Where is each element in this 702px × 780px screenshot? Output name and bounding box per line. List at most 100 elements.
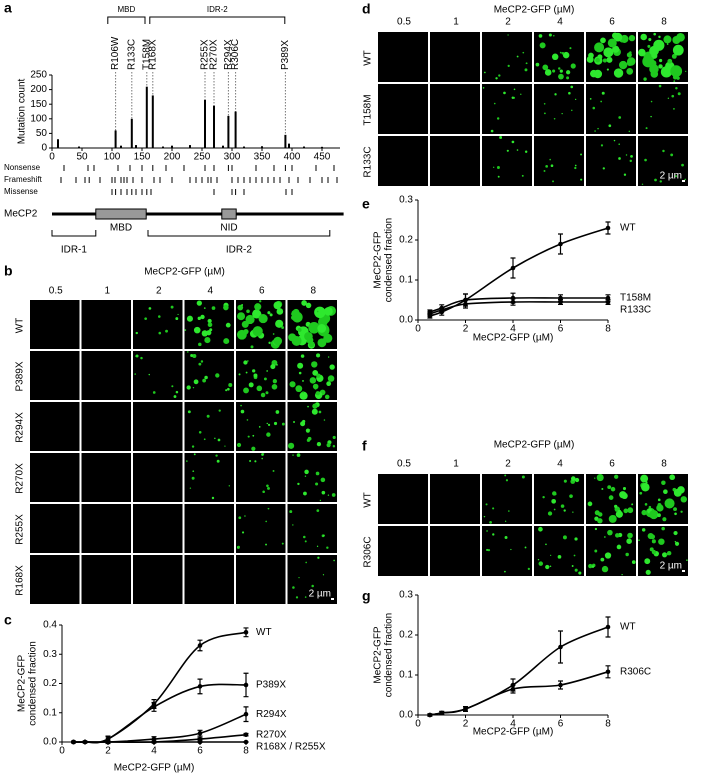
micrograph-cell	[236, 453, 286, 502]
droplets	[543, 85, 577, 120]
droplet	[629, 159, 633, 163]
droplet	[321, 490, 326, 495]
droplet	[206, 414, 210, 418]
droplet	[256, 385, 263, 392]
track-label: Missense	[4, 187, 38, 196]
data-point	[197, 684, 203, 689]
droplet	[218, 409, 221, 412]
series-label: WT	[256, 627, 272, 638]
droplet	[631, 503, 634, 506]
droplet	[638, 539, 640, 542]
droplet	[327, 494, 330, 496]
droplet	[666, 43, 669, 45]
column-label: 2	[156, 286, 162, 297]
droplet	[267, 311, 271, 315]
droplet	[680, 510, 683, 513]
bar	[189, 145, 191, 148]
y-tick-label: 0.2	[43, 678, 57, 689]
droplet	[675, 86, 678, 90]
droplet	[281, 422, 285, 426]
droplet	[524, 546, 527, 549]
y-tick-label: 0.4	[43, 620, 57, 631]
data-point	[71, 739, 76, 745]
droplet	[570, 63, 576, 69]
droplet	[315, 482, 319, 486]
droplet	[615, 533, 620, 538]
droplet	[216, 459, 220, 463]
x-tick-label: 0	[49, 152, 55, 163]
x-tick-label: 250	[194, 152, 211, 163]
droplet	[227, 387, 230, 391]
droplet	[331, 493, 336, 497]
micrograph-cell	[133, 453, 183, 502]
column-label: 8	[310, 286, 316, 297]
column-label: 0.5	[397, 17, 411, 28]
droplet	[193, 379, 199, 385]
droplet	[648, 37, 652, 42]
y-tick-label: 150	[30, 99, 47, 110]
droplet	[158, 331, 162, 335]
micrograph-cell	[534, 84, 584, 134]
droplet	[493, 166, 495, 168]
droplet	[134, 373, 136, 375]
x-axis-label: MeCP2-GFP (µM)	[473, 727, 554, 738]
droplets	[186, 351, 233, 392]
droplet	[175, 390, 179, 394]
droplet	[663, 489, 668, 495]
droplet	[522, 51, 525, 54]
fit-curve	[429, 301, 608, 315]
droplet	[672, 44, 684, 56]
mutation-label: T158M	[141, 39, 152, 70]
droplet	[482, 87, 485, 89]
droplets	[641, 149, 687, 185]
droplet	[614, 474, 619, 479]
bar	[288, 143, 290, 148]
droplet	[327, 356, 330, 358]
column-label: 6	[609, 459, 615, 470]
droplet	[550, 164, 554, 168]
droplet	[647, 44, 651, 48]
micrograph-cell	[184, 504, 234, 553]
droplet	[600, 100, 603, 103]
droplet	[560, 504, 565, 508]
droplet	[591, 565, 595, 568]
droplets	[486, 530, 531, 573]
bar	[303, 146, 305, 148]
droplet	[563, 479, 567, 483]
droplet	[191, 445, 195, 448]
droplet	[252, 309, 262, 319]
droplet	[238, 516, 242, 520]
droplet	[247, 360, 249, 362]
droplet	[327, 375, 335, 382]
droplet	[641, 528, 646, 532]
droplet	[623, 508, 629, 514]
droplet	[612, 32, 619, 39]
droplet	[561, 51, 565, 55]
droplet	[193, 326, 201, 334]
droplet	[304, 475, 307, 477]
droplet	[504, 474, 507, 477]
bar	[78, 146, 80, 148]
droplet	[270, 364, 276, 370]
droplet	[211, 306, 216, 310]
droplets	[287, 402, 336, 449]
droplet	[594, 477, 596, 479]
micrograph-cell	[378, 136, 428, 186]
droplets	[535, 33, 576, 80]
droplet	[258, 426, 261, 428]
droplet	[645, 127, 648, 130]
data-point	[197, 730, 203, 736]
droplet	[486, 530, 488, 532]
droplet	[505, 479, 509, 482]
micrograph-cell	[534, 32, 584, 82]
droplet	[316, 310, 319, 313]
droplet	[580, 153, 583, 156]
droplet	[187, 410, 191, 414]
micrograph-cell	[236, 555, 286, 604]
droplet	[570, 476, 576, 481]
droplet	[654, 178, 657, 182]
micrograph-cell	[287, 555, 337, 604]
droplet	[300, 354, 305, 358]
x-tick-label: 50	[76, 152, 88, 163]
droplet	[562, 535, 567, 540]
